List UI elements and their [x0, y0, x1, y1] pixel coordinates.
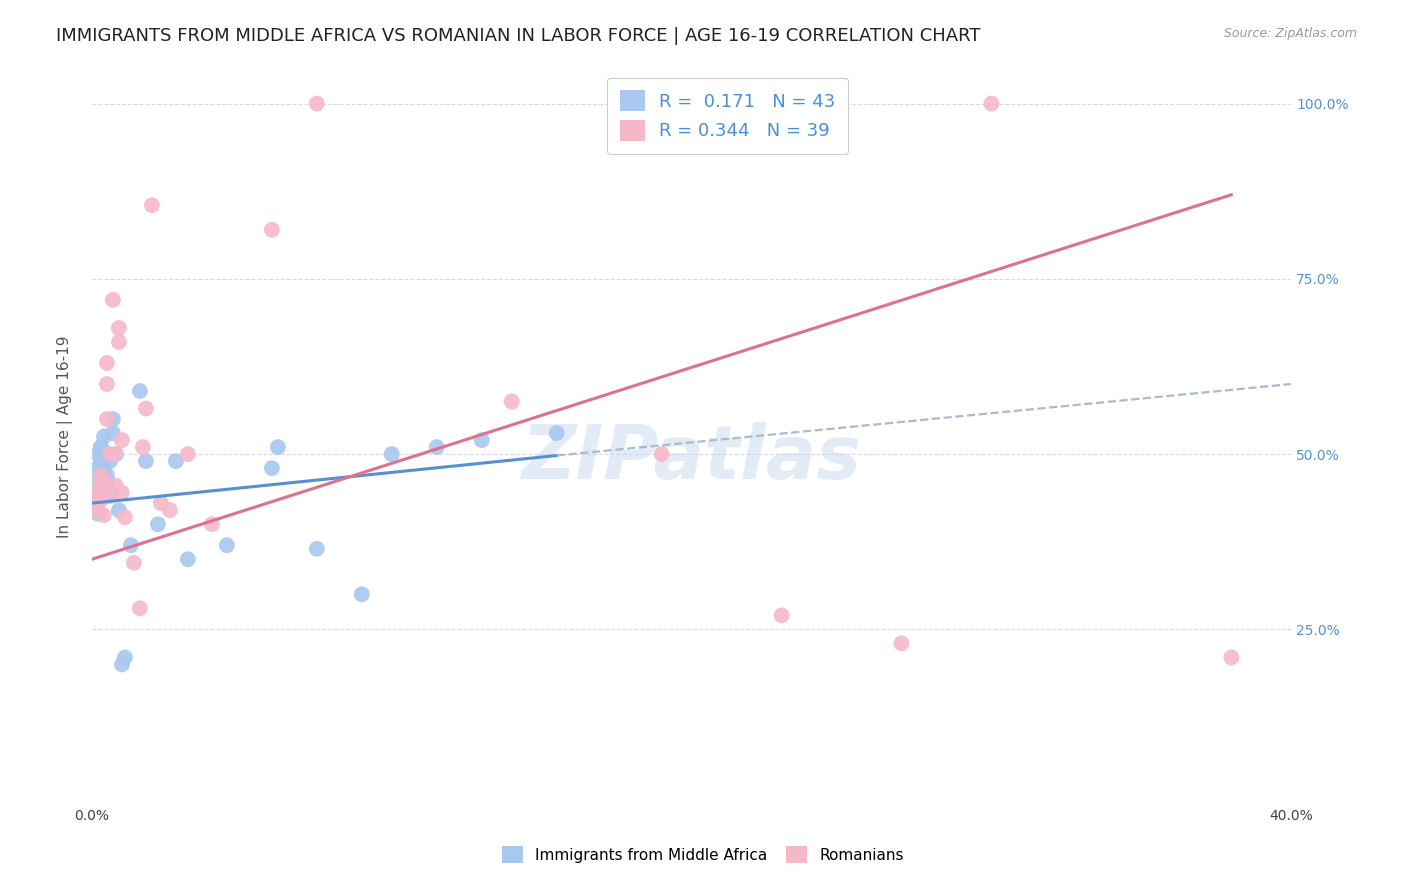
Text: ZIPatlas: ZIPatlas — [522, 422, 862, 495]
Point — [651, 447, 673, 461]
Point — [96, 475, 118, 490]
Point — [87, 503, 110, 517]
Point — [98, 447, 121, 461]
Point — [146, 517, 169, 532]
Point — [93, 489, 115, 503]
Point — [98, 485, 121, 500]
Legend: Immigrants from Middle Africa, Romanians: Immigrants from Middle Africa, Romanians — [494, 838, 912, 871]
Point — [96, 447, 118, 461]
Point — [350, 587, 373, 601]
Point — [159, 503, 181, 517]
Point — [84, 489, 107, 503]
Point — [93, 475, 115, 490]
Point — [96, 356, 118, 370]
Point — [93, 429, 115, 443]
Point — [90, 485, 112, 500]
Point — [84, 485, 107, 500]
Legend: R =  0.171   N = 43, R = 0.344   N = 39: R = 0.171 N = 43, R = 0.344 N = 39 — [607, 78, 848, 153]
Point — [1220, 650, 1243, 665]
Point — [96, 412, 118, 426]
Point — [501, 394, 523, 409]
Point — [111, 657, 134, 672]
Point — [84, 475, 107, 490]
Point — [305, 96, 328, 111]
Point — [177, 447, 200, 461]
Point — [104, 478, 127, 492]
Point — [90, 440, 112, 454]
Point — [93, 508, 115, 522]
Point — [90, 492, 112, 507]
Point — [87, 489, 110, 503]
Point — [98, 489, 121, 503]
Point — [177, 552, 200, 566]
Point — [426, 440, 449, 454]
Point — [101, 293, 124, 307]
Point — [108, 321, 131, 335]
Y-axis label: In Labor Force | Age 16-19: In Labor Force | Age 16-19 — [58, 335, 73, 538]
Point — [87, 461, 110, 475]
Point — [90, 475, 112, 490]
Point — [129, 384, 152, 398]
Point — [770, 608, 793, 623]
Point — [129, 601, 152, 615]
Point — [260, 461, 283, 475]
Point — [96, 468, 118, 483]
Point — [165, 454, 187, 468]
Point — [90, 468, 112, 483]
Point — [201, 517, 224, 532]
Point — [93, 468, 115, 483]
Text: IMMIGRANTS FROM MIDDLE AFRICA VS ROMANIAN IN LABOR FORCE | AGE 16-19 CORRELATION: IMMIGRANTS FROM MIDDLE AFRICA VS ROMANIA… — [56, 27, 981, 45]
Point — [114, 650, 136, 665]
Point — [120, 538, 142, 552]
Point — [87, 447, 110, 461]
Point — [546, 425, 568, 440]
Point — [98, 454, 121, 468]
Point — [90, 489, 112, 503]
Point — [260, 223, 283, 237]
Point — [215, 538, 238, 552]
Point — [381, 447, 404, 461]
Point — [96, 376, 118, 391]
Point — [84, 500, 107, 514]
Point — [132, 440, 155, 454]
Point — [87, 507, 110, 521]
Point — [96, 485, 118, 500]
Point — [90, 440, 112, 454]
Point — [141, 198, 163, 212]
Point — [122, 556, 145, 570]
Point — [149, 496, 172, 510]
Point — [267, 440, 290, 454]
Point — [471, 433, 494, 447]
Point — [114, 510, 136, 524]
Point — [135, 401, 157, 416]
Point — [90, 454, 112, 468]
Point — [87, 485, 110, 500]
Point — [111, 485, 134, 500]
Point — [101, 412, 124, 426]
Point — [108, 334, 131, 349]
Text: Source: ZipAtlas.com: Source: ZipAtlas.com — [1223, 27, 1357, 40]
Point — [104, 447, 127, 461]
Point — [108, 503, 131, 517]
Point — [104, 447, 127, 461]
Point — [980, 96, 1002, 111]
Point — [84, 500, 107, 514]
Point — [890, 636, 912, 650]
Point — [101, 425, 124, 440]
Point — [305, 541, 328, 556]
Point — [93, 461, 115, 475]
Point — [111, 433, 134, 447]
Point — [135, 454, 157, 468]
